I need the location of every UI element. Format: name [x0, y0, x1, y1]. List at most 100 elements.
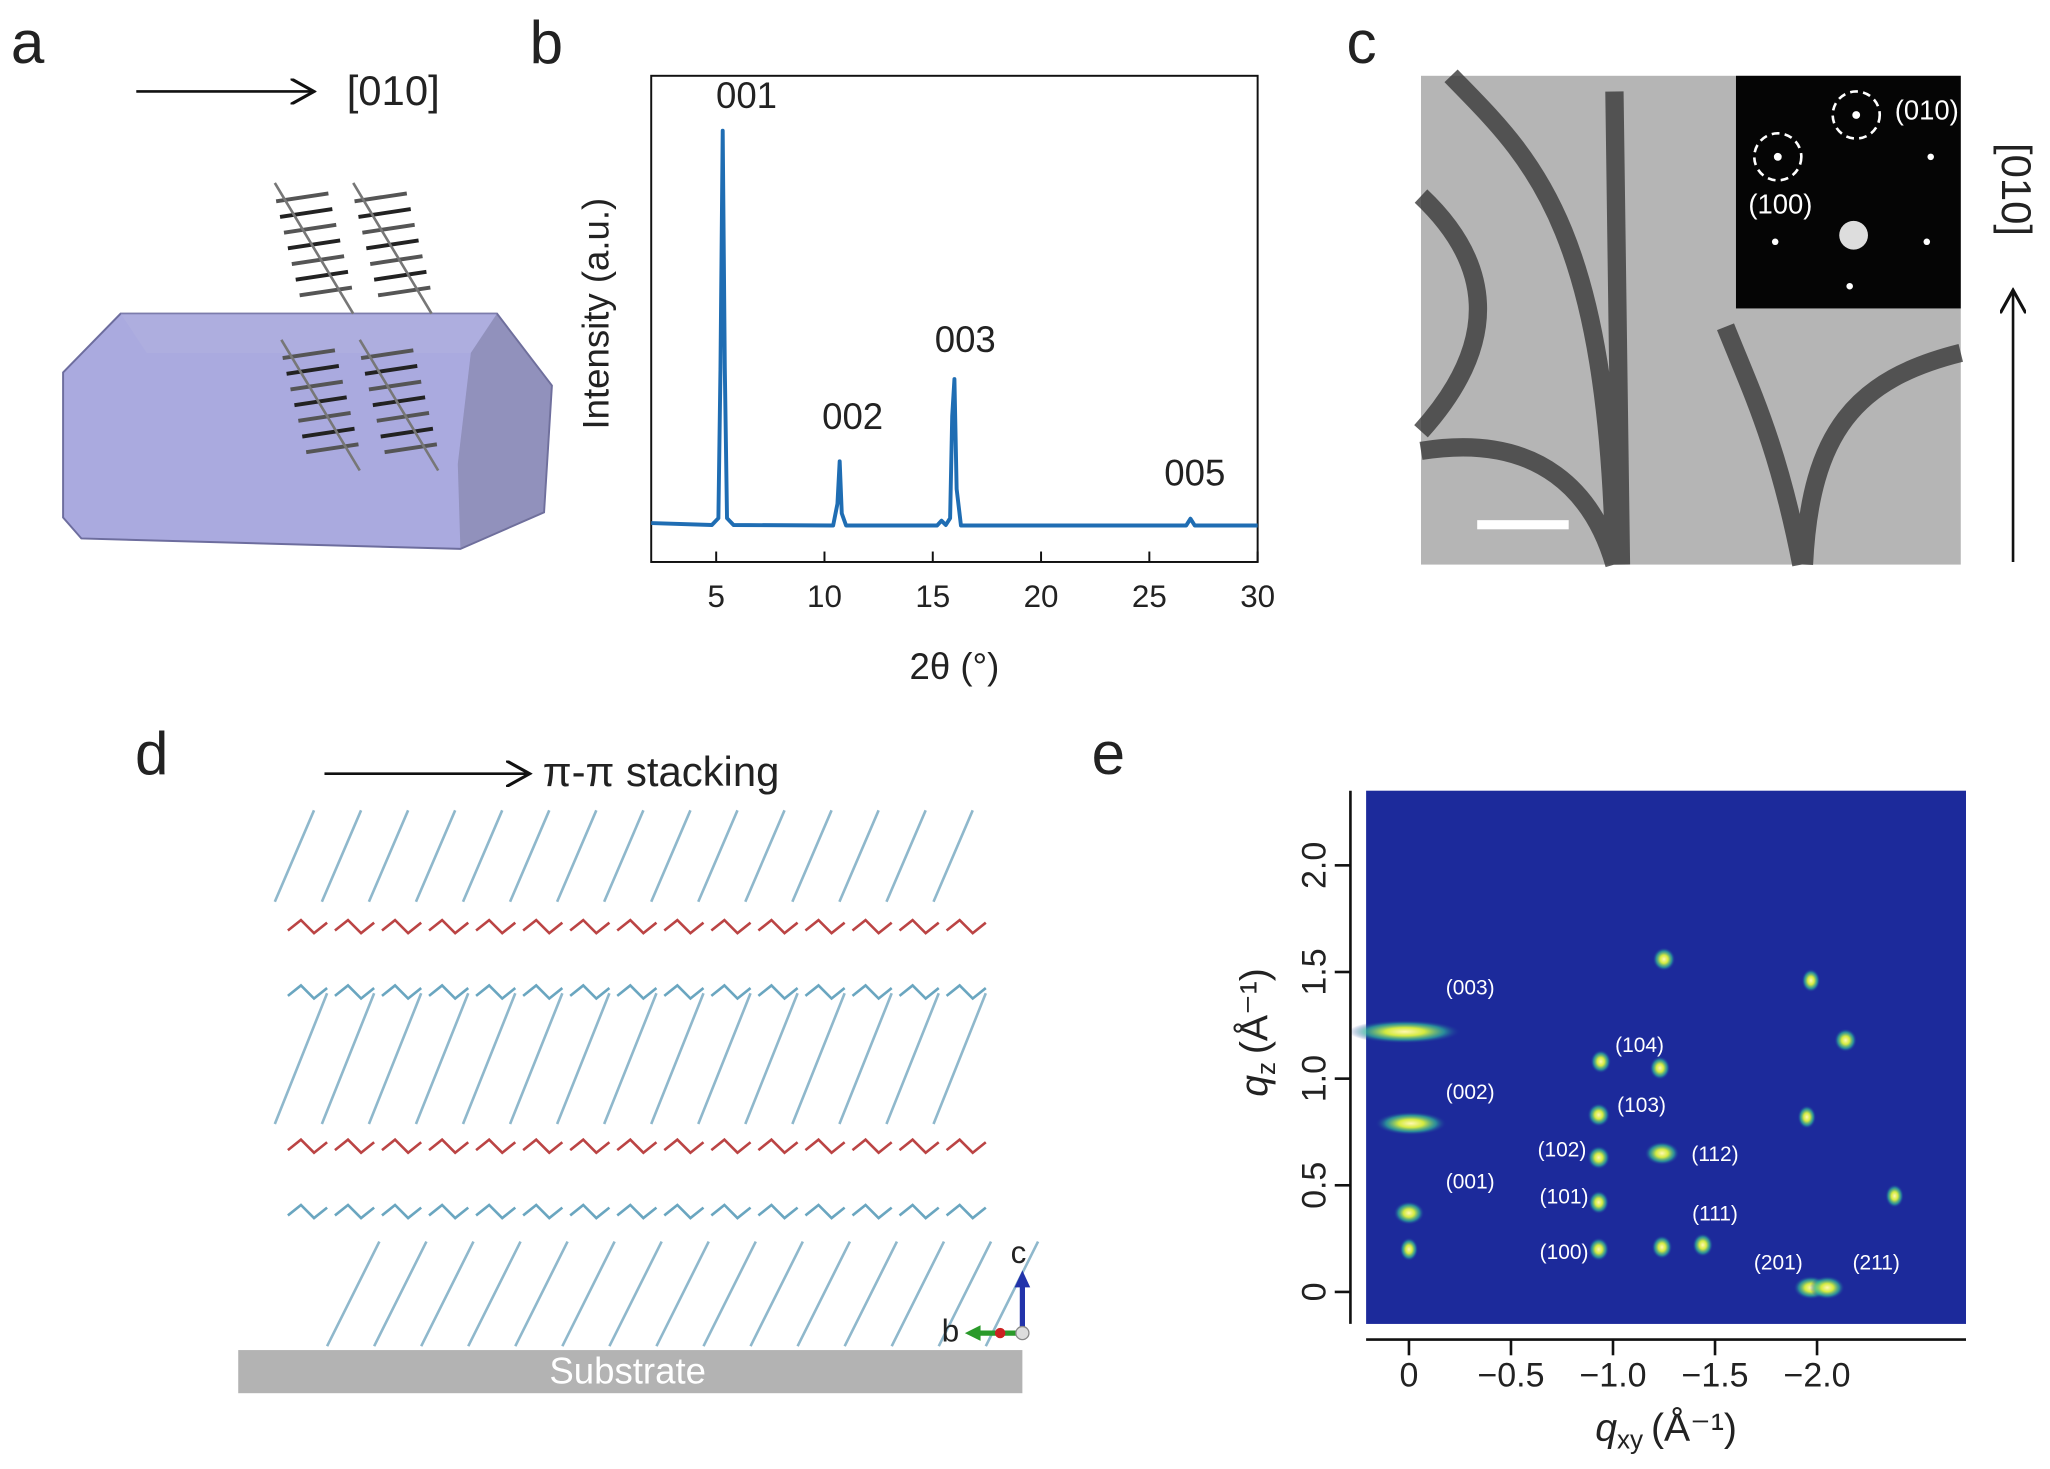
y-tick-label: 1.0 [1295, 1055, 1333, 1102]
molecule-core [334, 983, 375, 1001]
peak-label: (104) [1615, 1034, 1664, 1057]
bond [283, 222, 337, 235]
axis-label: c [1011, 1235, 1027, 1270]
peak-label: (100) [1540, 1241, 1589, 1264]
bond [369, 254, 423, 266]
peak-label: (201) [1754, 1252, 1803, 1275]
molecule-core [898, 1137, 940, 1155]
molecule [273, 182, 440, 472]
bond [299, 285, 353, 298]
molecule-stroke [367, 809, 475, 1347]
molecule-core [804, 1137, 846, 1155]
molecule-core [569, 983, 611, 1001]
diffraction-spot [1651, 1235, 1673, 1259]
molecule-stroke [414, 809, 522, 1347]
molecule-core [475, 1203, 517, 1220]
molecule-core [287, 1203, 328, 1220]
panel-label: c [1347, 9, 1377, 76]
bond [377, 285, 431, 298]
saed-ring [1831, 90, 1882, 140]
label-part: q [1595, 1407, 1617, 1450]
y-tick-label: 0.5 [1295, 1162, 1333, 1209]
molecule-core [616, 983, 658, 1001]
peak-label: (111) [1692, 1203, 1738, 1226]
bond [291, 254, 345, 266]
x-tick-label: −0.5 [1477, 1356, 1544, 1394]
label-part: q [1234, 1075, 1277, 1097]
saed-ring [1752, 132, 1803, 182]
direction-label: [010] [1993, 143, 2040, 236]
x-tick-label: 30 [1240, 579, 1275, 614]
molecule-core [428, 983, 470, 1001]
molecule-core [287, 918, 328, 935]
molecule-stroke [650, 809, 757, 1347]
x-tick-label: −1.0 [1579, 1356, 1646, 1394]
label-part: z [1251, 1062, 1281, 1075]
molecule-core [710, 918, 752, 935]
bond [358, 339, 440, 472]
substrate [238, 1350, 1023, 1394]
diffraction-spot [1393, 1201, 1425, 1225]
bond [362, 222, 415, 235]
bond [366, 238, 419, 251]
molecule-core [616, 918, 658, 935]
diffraction-spot [1692, 1233, 1714, 1257]
x-tick-label: 0 [1400, 1356, 1419, 1394]
molecule-stroke [555, 809, 663, 1347]
bond [364, 364, 418, 376]
peak-label: (103) [1617, 1094, 1666, 1117]
molecule-core [851, 1203, 893, 1220]
y-tick-label: 2.0 [1295, 842, 1333, 889]
bond [376, 411, 430, 423]
diffraction-spot [1801, 968, 1821, 993]
molecule-core [569, 918, 611, 935]
molecule-core [522, 1203, 564, 1220]
peak-label: 001 [716, 75, 777, 116]
diffraction-spot [1587, 1145, 1611, 1170]
x-tick-label: 5 [707, 579, 724, 614]
x-tick-label: 25 [1132, 579, 1167, 614]
molecule-core [945, 1137, 987, 1155]
molecular-packing [273, 809, 1040, 1347]
direction-label: π-π stacking [543, 748, 780, 795]
heatmap-background [1366, 790, 1966, 1324]
molecule-stroke [885, 809, 993, 1347]
y-axis-label: Intensity (a.u.) [576, 198, 617, 430]
molecule-core [945, 983, 987, 1001]
x-tick-label: −1.5 [1681, 1356, 1748, 1394]
diffraction-spot [1809, 1275, 1845, 1300]
peak-label: 003 [935, 319, 996, 360]
peak-label: (002) [1446, 1081, 1495, 1104]
x-tick-label: 15 [915, 579, 950, 614]
peak-label: (001) [1446, 1171, 1495, 1194]
molecule-stroke [320, 809, 428, 1347]
molecule-core [334, 1203, 375, 1220]
panel-label: a [11, 9, 45, 76]
molecule-stroke [273, 809, 381, 1347]
bond [294, 395, 347, 408]
diffraction-spot [1588, 1237, 1610, 1262]
axis-origin [1015, 1325, 1030, 1341]
x-tick-label: 10 [807, 579, 842, 614]
molecule-core [945, 918, 987, 935]
molecule-core [663, 1137, 705, 1155]
scale-bar [1477, 520, 1569, 530]
molecule-core [334, 1137, 375, 1155]
molecule-core [475, 983, 517, 1001]
bond [290, 379, 344, 392]
molecule-core [710, 983, 752, 1001]
diffraction-spot [1652, 947, 1676, 971]
label-part: xy [1617, 1424, 1644, 1454]
molecule-stroke [838, 809, 946, 1347]
molecule-stroke [602, 809, 710, 1347]
molecule-core [757, 1203, 799, 1220]
peak-label: (102) [1538, 1139, 1587, 1162]
molecule-core [898, 918, 940, 935]
molecule-core [569, 1137, 611, 1155]
bond [305, 442, 359, 455]
molecule-stroke [697, 809, 804, 1347]
diffraction-spot [1375, 1111, 1447, 1136]
molecule-core [804, 983, 846, 1001]
bond [384, 442, 438, 455]
molecule-core [428, 1203, 470, 1220]
